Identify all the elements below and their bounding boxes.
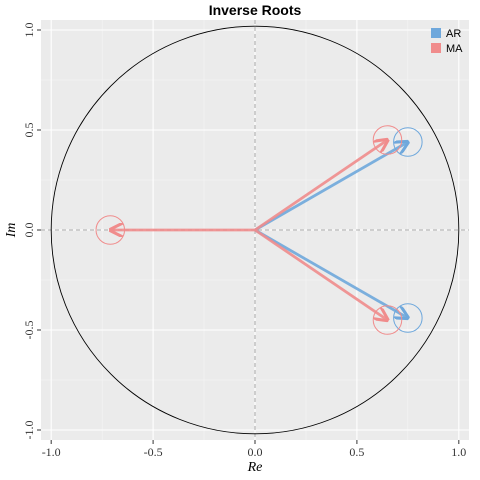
x-tick-label: 0.0 xyxy=(248,445,263,459)
y-tick-label: -0.5 xyxy=(22,321,36,340)
root-arrow-ma xyxy=(254,228,387,320)
y-tick-label: -1.0 xyxy=(22,421,36,440)
root-point-ar xyxy=(393,303,423,333)
legend-label-ma: MA xyxy=(446,43,463,55)
axis-ticks: -1.0 -0.5 0.0 0.5 1.0 -1.0 -0.5 0.0 0.5 1.0 xyxy=(22,23,466,460)
legend-key-ar xyxy=(431,28,441,38)
root-arrow-ar xyxy=(254,142,408,232)
y-tick-label: 0.0 xyxy=(22,223,36,238)
root-marks xyxy=(95,125,423,335)
legend-key-ma xyxy=(431,43,441,53)
y-tick-label: 0.5 xyxy=(22,123,36,138)
x-tick-label: 0.5 xyxy=(349,445,364,459)
legend: AR MA xyxy=(431,28,463,55)
unit-circle xyxy=(50,25,460,435)
y-axis-label: Im xyxy=(4,223,19,239)
x-tick-label: 1.0 xyxy=(451,445,466,459)
chart-title: Inverse Roots xyxy=(209,2,302,18)
root-arrow-ma xyxy=(254,140,387,232)
legend-label-ar: AR xyxy=(446,28,461,40)
y-tick-label: 1.0 xyxy=(22,23,36,38)
root-point-ma xyxy=(372,305,403,335)
x-tick-label: -0.5 xyxy=(144,445,163,459)
x-tick-label: -1.0 xyxy=(42,445,61,459)
root-point-ar xyxy=(393,127,423,157)
x-axis-label: Re xyxy=(247,460,263,475)
root-arrow-ar xyxy=(254,228,408,318)
root-point-ma xyxy=(95,215,126,245)
root-point-ma xyxy=(372,125,403,155)
